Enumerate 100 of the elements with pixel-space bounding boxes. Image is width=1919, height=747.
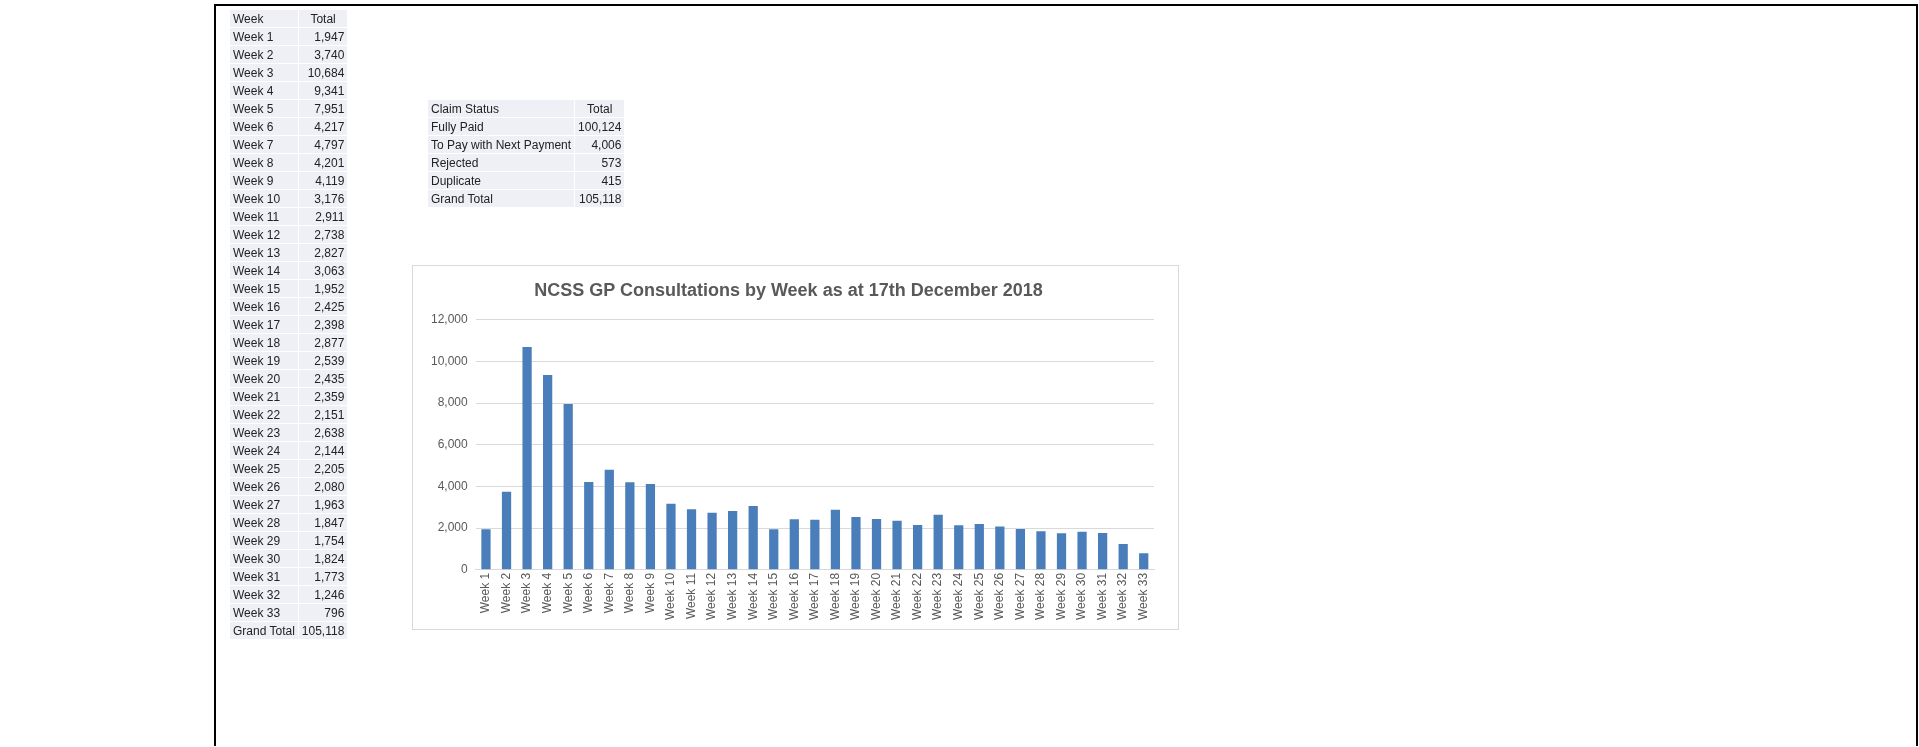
category-label: Duplicate: [428, 171, 575, 190]
text: 2,638: [314, 425, 345, 440]
x-tick-label: Week 15: [766, 572, 781, 620]
category-label: Week 5: [230, 99, 299, 118]
text: 9,341: [314, 83, 345, 98]
text: 2,151: [314, 407, 345, 422]
y-tick-label: 4,000: [437, 478, 469, 493]
bar: [1118, 543, 1128, 570]
category-label: Grand Total: [230, 621, 299, 640]
text: 2,877: [314, 335, 345, 350]
x-tick-label: Week 25: [971, 572, 986, 620]
bar: [563, 404, 573, 570]
text: 796: [324, 605, 345, 620]
bar: [645, 483, 656, 570]
category-label: Week 15: [230, 279, 299, 298]
text: 4,797: [314, 137, 345, 152]
x-tick-label: Week 29: [1053, 572, 1068, 620]
bar: [584, 481, 594, 570]
category-label: Week 4: [230, 81, 299, 100]
text: 1,246: [314, 587, 345, 602]
bar: [954, 525, 964, 570]
bar: [501, 491, 512, 570]
x-tick-label: Week 20: [868, 572, 883, 620]
text: 4,217: [314, 119, 345, 134]
text: 2,738: [314, 227, 345, 242]
category-label: Week 3: [230, 63, 299, 82]
bar: [933, 514, 943, 570]
x-tick-label: Week 5: [560, 572, 575, 614]
x-tick-label: Week 28: [1033, 572, 1048, 620]
bar: [543, 375, 553, 570]
x-tick-label: Week 21: [889, 572, 904, 620]
y-tick-label: 6,000: [437, 437, 469, 452]
text: 2,425: [314, 299, 345, 314]
x-tick-label: Week 3: [519, 572, 534, 614]
category-label: Week 27: [230, 495, 299, 514]
bar: [481, 529, 491, 570]
text: 1,754: [314, 533, 345, 548]
x-tick-label: Week 8: [622, 572, 637, 614]
category-label: Week 14: [230, 261, 299, 280]
bar: [995, 526, 1005, 570]
bar: [1139, 553, 1149, 570]
x-tick-label: Week 10: [663, 572, 678, 620]
category-label: Week 7: [230, 135, 299, 154]
x-tick-label: Week 26: [992, 572, 1007, 620]
category-label: Week 8: [230, 153, 299, 172]
x-tick-label: Week 18: [827, 572, 842, 620]
category-label: Week 26: [230, 477, 299, 496]
y-tick-label: 12,000: [431, 311, 469, 326]
bar: [830, 509, 841, 570]
bar: [810, 519, 820, 570]
text: 4,006: [591, 137, 622, 152]
bar: [666, 503, 676, 570]
text: 4,201: [314, 155, 345, 170]
bar: [686, 509, 697, 570]
x-tick-label: Week 4: [539, 572, 554, 614]
category-label: Week 2: [230, 45, 299, 64]
text: 105,118: [301, 623, 345, 638]
x-tick-label: Week 16: [786, 572, 801, 620]
y-tick-label: 8,000: [437, 395, 469, 410]
text: Week: [230, 10, 299, 28]
x-tick-label: Week 32: [1115, 572, 1130, 620]
bar: [728, 510, 738, 570]
category-label: Week 30: [230, 549, 299, 568]
text: 2,359: [314, 389, 345, 404]
category-label: Week 21: [230, 387, 299, 406]
category-label: Week 12: [230, 225, 299, 244]
bar: [769, 529, 779, 570]
bar: [1056, 533, 1067, 570]
text: Claim Status: [428, 100, 575, 118]
text: 2,911: [315, 209, 345, 224]
text: 2,539: [314, 353, 345, 368]
x-tick-label: Week 22: [909, 572, 924, 620]
category-label: Rejected: [428, 153, 575, 172]
category-label: Grand Total: [428, 189, 575, 208]
x-tick-label: Week 30: [1074, 572, 1089, 620]
category-label: Week 29: [230, 531, 299, 550]
chart-title: NCSS GP Consultations by Week as at 17th December 2018: [534, 279, 1043, 300]
category-label: Week 17: [230, 315, 299, 334]
category-label: Week 24: [230, 441, 299, 460]
text: 2,080: [314, 479, 345, 494]
text: 7,951: [314, 101, 345, 116]
category-label: Week 11: [230, 207, 299, 226]
bar: [892, 520, 902, 570]
text: 1,773: [314, 569, 345, 584]
y-tick-label: 2,000: [437, 520, 469, 535]
x-tick-label: Week 1: [478, 572, 493, 614]
x-tick-label: Week 2: [498, 572, 513, 614]
text: 1,952: [314, 281, 345, 296]
text: Total: [298, 10, 348, 28]
category-label: Week 16: [230, 297, 299, 316]
x-tick-label: Week 13: [724, 572, 739, 620]
text: 1,947: [314, 29, 345, 44]
bar: [851, 516, 861, 570]
bar: [974, 523, 984, 570]
text: Total: [574, 100, 625, 118]
bar: [707, 512, 717, 570]
text: 3,740: [314, 47, 345, 62]
text: 4,119: [315, 173, 345, 188]
x-tick-label: Week 27: [1012, 572, 1027, 620]
category-label: Week 19: [230, 351, 299, 370]
